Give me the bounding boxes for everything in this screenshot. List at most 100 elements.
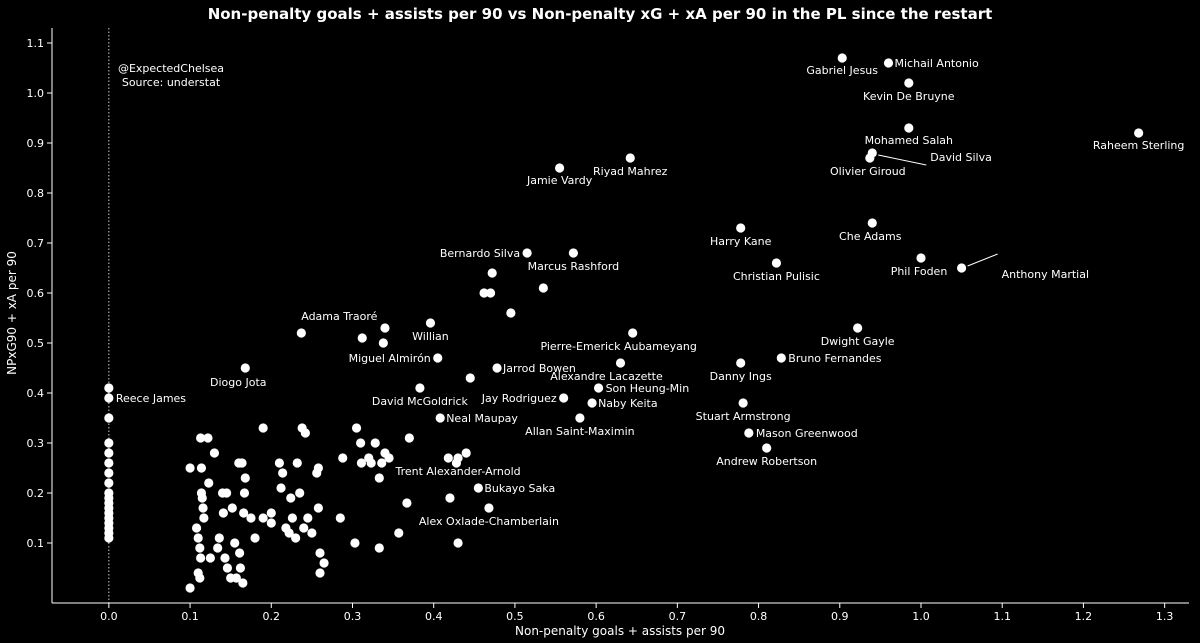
data-point — [738, 398, 748, 408]
data-point — [214, 533, 224, 543]
data-point — [575, 413, 585, 423]
data-point — [443, 453, 453, 463]
data-point — [380, 323, 390, 333]
x-tick-label: 0.6 — [587, 610, 605, 623]
data-point — [506, 308, 516, 318]
point-label: Allan Saint-Maximin — [525, 425, 634, 438]
data-point — [366, 458, 376, 468]
point-label: Bernardo Silva — [440, 247, 520, 260]
point-label: Raheem Sterling — [1093, 139, 1185, 152]
annotation-line — [878, 154, 927, 166]
data-point — [292, 458, 302, 468]
data-point — [104, 413, 114, 423]
data-point — [744, 428, 754, 438]
data-point — [276, 483, 286, 493]
point-label: Kevin De Bruyne — [863, 90, 955, 103]
x-tick-label: 0.0 — [100, 610, 118, 623]
y-tick-label: 0.5 — [27, 337, 45, 350]
data-point — [853, 323, 863, 333]
data-point — [356, 438, 366, 448]
data-point — [196, 553, 206, 563]
data-point — [230, 538, 240, 548]
data-point — [266, 508, 276, 518]
y-tick-label: 0.8 — [27, 187, 45, 200]
data-point — [240, 363, 250, 373]
point-label: Riyad Mahrez — [593, 165, 668, 178]
data-point — [425, 318, 436, 328]
data-point — [303, 513, 313, 523]
point-label: Christian Pulisic — [733, 270, 820, 283]
data-point — [394, 528, 404, 538]
data-point — [209, 448, 220, 458]
point-labels: Gabriel Jesus Michail Antonio Kevin De Bru… — [116, 57, 1185, 528]
point-label: Anthony Martial — [1002, 268, 1089, 281]
data-point — [227, 503, 237, 513]
data-point — [295, 488, 305, 498]
x-tick-label: 0.7 — [669, 610, 687, 623]
data-point — [402, 498, 412, 508]
point-label: Michail Antonio — [895, 57, 979, 70]
y-tick-label: 0.6 — [27, 287, 45, 300]
data-point — [378, 338, 388, 348]
data-point — [904, 78, 914, 88]
x-tick-label: 1.1 — [993, 610, 1011, 623]
data-point — [313, 503, 323, 513]
y-tick-label: 0.1 — [27, 537, 45, 550]
data-point — [185, 583, 195, 593]
data-point — [204, 478, 214, 488]
data-point — [196, 463, 207, 473]
data-point — [193, 533, 203, 543]
data-point — [625, 153, 635, 163]
x-tick-label: 0.9 — [831, 610, 849, 623]
data-point — [299, 523, 309, 533]
point-label: Willian — [412, 330, 449, 343]
data-point — [196, 433, 206, 443]
data-point — [278, 468, 288, 478]
point-label: Harry Kane — [710, 235, 772, 248]
data-point — [374, 543, 384, 553]
data-point — [104, 458, 114, 468]
data-point — [433, 353, 443, 363]
data-point — [771, 258, 782, 268]
point-label: Neal Maupay — [446, 412, 518, 425]
data-point — [213, 543, 223, 553]
data-point — [904, 123, 914, 133]
data-point — [374, 473, 384, 483]
data-point — [296, 328, 306, 338]
data-point — [736, 223, 746, 233]
data-point — [104, 478, 114, 488]
point-label: David McGoldrick — [372, 395, 469, 408]
data-point — [370, 438, 380, 448]
data-point — [250, 533, 260, 543]
point-label: Naby Keita — [598, 397, 658, 410]
y-tick-label: 1.0 — [27, 87, 45, 100]
x-tick-label: 1.0 — [912, 610, 930, 623]
data-point — [485, 288, 496, 298]
point-label: Andrew Robertson — [716, 455, 817, 468]
data-point — [307, 528, 317, 538]
y-tick-label: 0.7 — [27, 237, 45, 250]
data-point — [776, 353, 786, 363]
data-point — [235, 548, 245, 558]
data-point — [492, 363, 502, 373]
data-point — [239, 488, 250, 498]
data-point — [104, 533, 114, 543]
point-label: Marcus Rashford — [528, 260, 620, 273]
x-tick-label: 0.5 — [506, 610, 524, 623]
x-tick-label: 1.3 — [1156, 610, 1174, 623]
data-point — [628, 328, 638, 338]
point-label: Trent Alexander-Arnold — [394, 465, 520, 478]
data-point — [568, 248, 578, 258]
axes: 0.0 0.1 0.2 0.3 0.4 0.5 0.6 0.7 0.8 0.9 1.0 1.1 1.2 1… — [27, 28, 1189, 623]
y-tick-label: 1.1 — [27, 37, 45, 50]
data-point — [522, 248, 532, 258]
data-point — [1134, 128, 1144, 138]
data-point — [384, 453, 394, 463]
point-label: Bruno Fernandes — [788, 352, 881, 365]
data-point — [266, 518, 276, 528]
point-label: Stuart Armstrong — [696, 410, 791, 423]
point-label: Alexandre Lacazette — [550, 370, 663, 383]
data-point — [883, 58, 894, 68]
data-point — [445, 493, 455, 503]
data-point — [453, 538, 463, 548]
